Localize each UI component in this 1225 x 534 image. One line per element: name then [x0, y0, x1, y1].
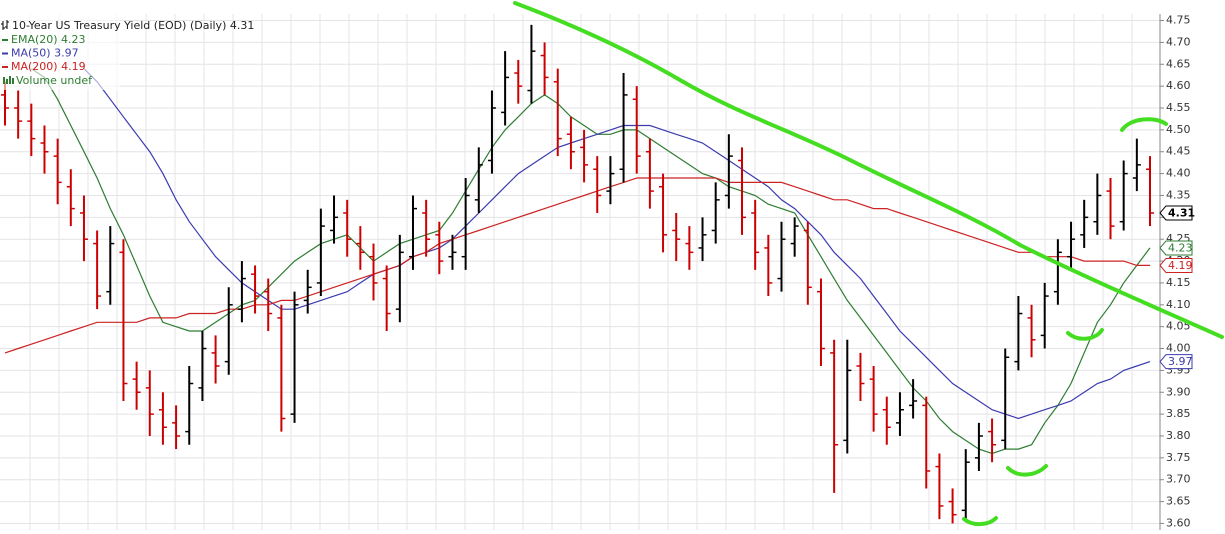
y-tick-label: 3.70	[1166, 473, 1191, 486]
low-arc-annotation	[1006, 464, 1048, 477]
price-tag-box	[1159, 205, 1193, 221]
y-tick-label: 3.60	[1166, 516, 1191, 529]
y-tick-label: 3.65	[1166, 495, 1191, 508]
legend-icon	[1, 20, 9, 30]
y-tick-label: 4.35	[1166, 188, 1191, 201]
y-tick-label: 4.45	[1166, 145, 1191, 158]
volume-icon	[3, 76, 14, 84]
vertical-grid	[29, 14, 1133, 530]
annotations	[513, 1, 1224, 527]
legend-title: 10-Year US Treasury Yield (EOD) (Daily) …	[12, 19, 254, 32]
y-tick-label: 4.70	[1166, 35, 1191, 48]
price-tags: 4.23 3.97 4.19 4.31	[1159, 205, 1195, 370]
price-tag-box	[1159, 240, 1193, 256]
legend-value: 3.97	[54, 47, 79, 60]
low-arc-annotation	[1066, 328, 1104, 341]
top-arc-annotation	[1120, 117, 1168, 132]
y-tick-label: 4.50	[1166, 123, 1191, 136]
y-tick-label: 4.10	[1166, 298, 1191, 311]
y-tick-label: 4.65	[1166, 57, 1191, 70]
price-tag-label: 4.23	[1168, 241, 1193, 254]
y-tick-label: 4.55	[1166, 101, 1191, 114]
y-tick-label: 3.75	[1166, 451, 1191, 464]
ohlc-bars	[1, 24, 1154, 524]
overlay-line	[4, 177, 1150, 354]
legend-name: MA(50)	[11, 47, 51, 60]
legend-entry: MA(200) 4.19	[11, 60, 86, 73]
legend-background	[0, 14, 120, 90]
legend-entry: MA(50) 3.97	[11, 47, 79, 60]
price-tag-label: 4.19	[1168, 259, 1193, 272]
legend: 10-Year US Treasury Yield (EOD) (Daily) …	[0, 14, 254, 90]
title-last-value: 4.31	[230, 19, 255, 32]
y-tick-label: 4.75	[1166, 14, 1191, 27]
y-tick-label: 3.90	[1166, 385, 1191, 398]
y-tick-label: 4.15	[1166, 276, 1191, 289]
low-arc-annotation	[962, 516, 998, 527]
overlay-line	[30, 68, 1151, 455]
legend-entry: EMA(20) 4.23	[11, 33, 86, 46]
legend-value: 4.19	[61, 60, 86, 73]
y-tick-label: 3.85	[1166, 407, 1191, 420]
title-text: 10-Year US Treasury Yield (EOD) (Daily)	[12, 19, 226, 32]
price-tag-box	[1159, 257, 1193, 273]
legend-name: EMA(20)	[11, 33, 58, 46]
y-tick-label: 4.00	[1166, 342, 1191, 355]
y-tick-label: 4.05	[1166, 320, 1191, 333]
price-tag-label: 3.97	[1168, 355, 1193, 368]
price-tag-box	[1159, 354, 1193, 370]
overlay-line	[83, 68, 1151, 420]
price-tag-label: 4.31	[1168, 206, 1195, 219]
trend-line-annotation	[513, 1, 1224, 339]
volume-label: Volume undef	[16, 74, 93, 87]
overlay-lines	[4, 68, 1151, 455]
y-tick-label: 4.40	[1166, 167, 1191, 180]
legend-value: 4.23	[61, 33, 86, 46]
legend-name: MA(200)	[11, 60, 58, 73]
y-tick-label: 3.80	[1166, 429, 1191, 442]
y-tick-label: 4.60	[1166, 79, 1191, 92]
